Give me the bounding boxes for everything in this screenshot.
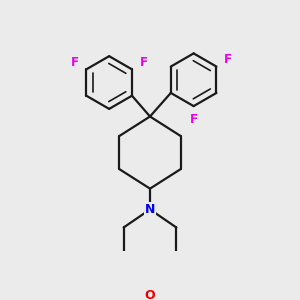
Text: F: F: [71, 56, 79, 69]
Text: F: F: [190, 113, 198, 126]
Text: O: O: [145, 289, 155, 300]
Text: F: F: [224, 53, 232, 66]
Text: F: F: [140, 56, 148, 69]
Text: N: N: [145, 203, 155, 216]
